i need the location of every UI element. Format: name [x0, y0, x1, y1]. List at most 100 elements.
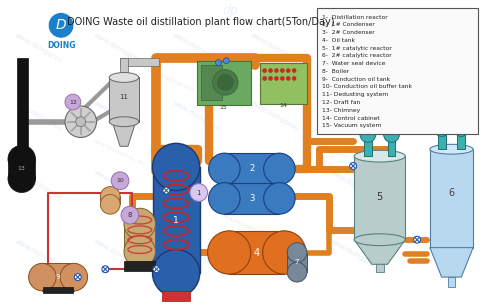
Bar	[229, 231, 284, 274]
Bar	[260, 63, 307, 104]
Circle shape	[262, 76, 267, 80]
Circle shape	[263, 183, 295, 214]
Text: www.doinggrou: www.doinggrou	[92, 169, 142, 201]
Bar	[109, 77, 139, 122]
Circle shape	[65, 106, 96, 138]
Bar	[287, 252, 307, 272]
Text: 1-  Distillation reactor: 1- Distillation reactor	[322, 14, 387, 20]
Text: www.doinggrou: www.doinggrou	[171, 169, 221, 201]
Bar	[225, 153, 279, 185]
Circle shape	[76, 117, 86, 126]
Text: dp: dp	[222, 3, 238, 17]
Ellipse shape	[109, 117, 139, 126]
Circle shape	[121, 206, 139, 224]
Text: 15: 15	[220, 105, 227, 111]
Circle shape	[101, 194, 120, 214]
Circle shape	[454, 123, 468, 136]
Circle shape	[212, 70, 238, 95]
Circle shape	[292, 76, 296, 80]
Bar	[17, 58, 28, 156]
Text: www.doinggrou: www.doinggrou	[171, 238, 221, 270]
Circle shape	[101, 187, 120, 206]
Circle shape	[60, 263, 87, 291]
Circle shape	[383, 126, 399, 142]
Text: 12: 12	[69, 99, 77, 105]
Circle shape	[286, 76, 290, 80]
Text: www.doinggrou: www.doinggrou	[250, 238, 300, 270]
Circle shape	[350, 162, 357, 169]
Circle shape	[275, 76, 278, 80]
Circle shape	[74, 274, 81, 281]
Circle shape	[65, 94, 81, 110]
Bar	[376, 264, 383, 272]
Text: 7: 7	[295, 259, 299, 265]
Text: www.doinggroup.com: www.doinggroup.com	[92, 138, 146, 167]
Text: 14: 14	[279, 103, 287, 108]
Text: 6-  2# catalytic reactor: 6- 2# catalytic reactor	[322, 53, 391, 58]
Bar	[364, 138, 372, 156]
Text: 13: 13	[18, 166, 26, 171]
Bar	[124, 224, 156, 251]
Text: 5: 5	[377, 192, 383, 202]
Text: 1: 1	[173, 216, 179, 224]
Circle shape	[111, 172, 129, 189]
Text: www.doinggrou: www.doinggrou	[250, 169, 300, 201]
Text: www.doinggrou: www.doinggrou	[329, 100, 379, 133]
Circle shape	[190, 184, 208, 201]
Text: www.doinggrou: www.doinggrou	[250, 100, 300, 133]
Circle shape	[263, 153, 295, 185]
Text: 10: 10	[116, 178, 124, 183]
Bar	[387, 138, 396, 156]
Text: www.doinggrou: www.doinggrou	[171, 31, 221, 64]
Text: 11: 11	[120, 94, 128, 100]
Ellipse shape	[354, 150, 405, 162]
Text: www.doinggroup.com: www.doinggroup.com	[220, 212, 274, 241]
Circle shape	[29, 263, 56, 291]
Circle shape	[48, 13, 74, 38]
Text: 14- Control cabinet: 14- Control cabinet	[322, 115, 380, 121]
Text: 4: 4	[254, 247, 260, 258]
Circle shape	[153, 143, 200, 191]
Ellipse shape	[354, 234, 405, 246]
Circle shape	[124, 236, 156, 267]
Bar	[201, 65, 223, 100]
Bar	[153, 167, 200, 273]
Circle shape	[208, 153, 240, 185]
Bar	[317, 8, 478, 134]
Circle shape	[215, 60, 221, 66]
Circle shape	[208, 231, 251, 274]
Circle shape	[269, 76, 273, 80]
Bar	[120, 58, 128, 80]
Text: www.doinggrou: www.doinggrou	[14, 169, 64, 201]
Ellipse shape	[430, 144, 473, 154]
Text: 7-  Water seal device: 7- Water seal device	[322, 61, 385, 66]
Text: 1: 1	[196, 189, 201, 196]
Text: 9: 9	[56, 274, 60, 280]
Text: www.doinggrou: www.doinggrou	[92, 31, 142, 64]
Circle shape	[360, 126, 376, 142]
Circle shape	[102, 266, 109, 273]
Text: 8-  Boiler: 8- Boiler	[322, 69, 349, 74]
Circle shape	[8, 165, 35, 192]
Bar	[354, 156, 405, 240]
Text: 10- Conduction oil buffer tank: 10- Conduction oil buffer tank	[322, 84, 412, 89]
Bar	[101, 196, 120, 204]
Text: www.doinggrou: www.doinggrou	[329, 31, 379, 64]
Text: DOING Waste oil distillation plant flow chart(5Ton/Day): DOING Waste oil distillation plant flow …	[67, 17, 334, 27]
Circle shape	[8, 145, 35, 173]
Circle shape	[208, 183, 240, 214]
Text: www.doinggrou: www.doinggrou	[92, 238, 142, 270]
Polygon shape	[430, 247, 473, 277]
Text: www.doinggrou: www.doinggrou	[92, 100, 142, 133]
Ellipse shape	[109, 72, 139, 82]
Bar	[42, 263, 74, 291]
Bar	[438, 134, 446, 149]
Circle shape	[224, 58, 229, 64]
Text: www.doinggroup.com: www.doinggroup.com	[299, 134, 353, 162]
Circle shape	[153, 266, 160, 273]
Text: www.doinggrou: www.doinggrou	[14, 238, 64, 270]
Text: 5-  1# catalytic reactor: 5- 1# catalytic reactor	[322, 45, 392, 51]
Text: 15- Vacuum system: 15- Vacuum system	[322, 123, 381, 128]
Text: www.doinggrou: www.doinggrou	[14, 31, 64, 64]
Text: 4-  Oil tank: 4- Oil tank	[322, 38, 355, 43]
